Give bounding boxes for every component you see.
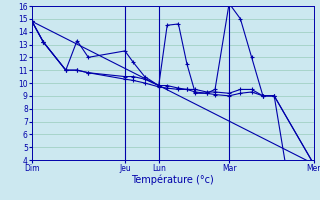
X-axis label: Température (°c): Température (°c) [132, 175, 214, 185]
